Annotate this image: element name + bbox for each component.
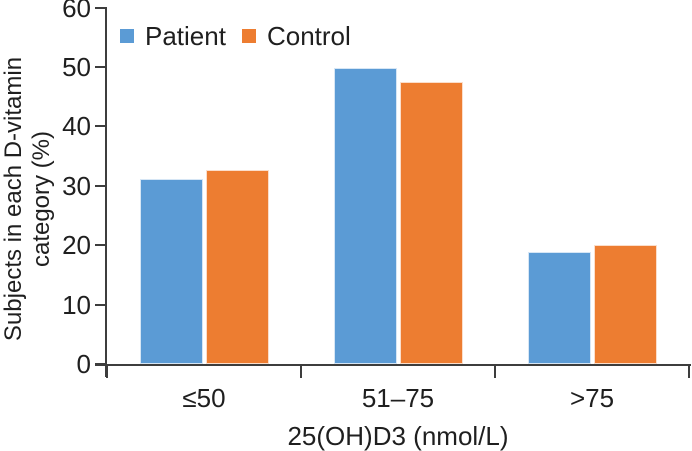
x-tick-label: >75 bbox=[569, 383, 615, 413]
x-axis-line bbox=[95, 364, 691, 366]
legend-label-patient: Patient bbox=[145, 21, 226, 51]
y-tick-label: 0 bbox=[76, 349, 91, 379]
y-axis-line bbox=[105, 7, 107, 377]
bar-patient bbox=[139, 178, 203, 364]
x-tick-mark bbox=[106, 366, 108, 378]
y-tick-label: 20 bbox=[62, 230, 91, 261]
y-tick-mark bbox=[95, 184, 106, 187]
bar-control bbox=[399, 82, 463, 364]
y-tick-label: 10 bbox=[62, 289, 91, 320]
x-tick-mark bbox=[300, 366, 302, 378]
bar-patient bbox=[527, 251, 591, 364]
y-tick-mark bbox=[95, 363, 106, 365]
y-tick-label: 60 bbox=[62, 0, 91, 23]
legend-swatch-patient bbox=[120, 29, 134, 43]
y-tick-mark bbox=[95, 6, 106, 9]
bar-patient bbox=[333, 68, 397, 364]
x-tick-mark bbox=[494, 366, 496, 378]
y-tick-mark bbox=[95, 65, 106, 68]
x-tick-label: ≤50 bbox=[182, 383, 226, 413]
x-axis-title: 25(OH)D3 (nmol/L) bbox=[287, 421, 509, 451]
y-tick-label: 50 bbox=[62, 51, 91, 82]
bar-control bbox=[593, 245, 657, 364]
y-tick-mark bbox=[95, 244, 106, 247]
legend-swatch-control bbox=[241, 29, 256, 43]
y-tick-mark bbox=[95, 125, 106, 128]
legend: Patient Control bbox=[120, 21, 367, 51]
y-tick-label: 30 bbox=[62, 170, 91, 201]
x-tick-mark bbox=[688, 366, 690, 378]
x-tick-label: 51–75 bbox=[361, 383, 435, 413]
bar-control bbox=[205, 169, 269, 364]
y-tick-mark bbox=[95, 303, 106, 306]
y-tick-label: 40 bbox=[62, 111, 91, 142]
legend-label-control: Control bbox=[266, 21, 351, 51]
